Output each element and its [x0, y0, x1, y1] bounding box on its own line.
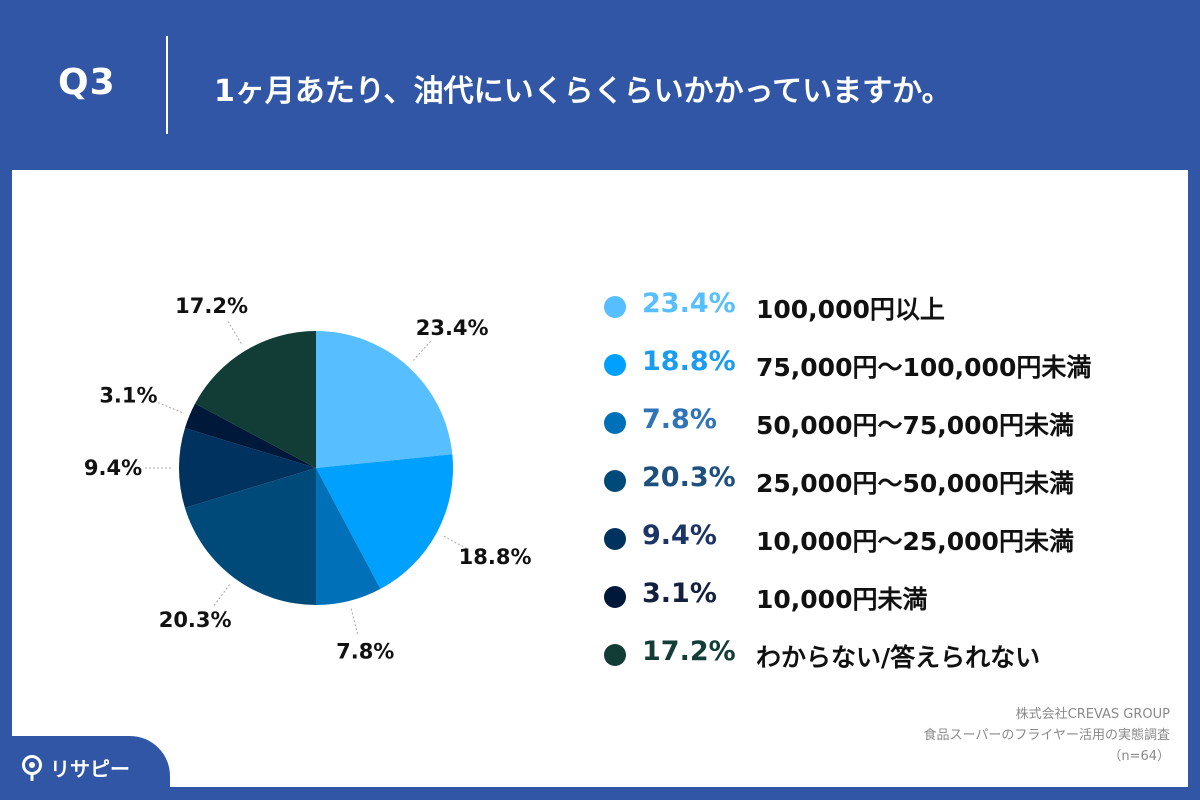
- question-number: Q3: [58, 62, 116, 103]
- pie-slice: [316, 468, 381, 605]
- pie-slice: [316, 331, 453, 468]
- header-bar: Q3 1ヶ月あたり、油代にいくらくらいかかっていますか。: [0, 0, 1200, 170]
- legend-label: 75,000円〜100,000円未満: [756, 353, 1092, 382]
- legend-label: 10,000円未満: [756, 585, 928, 614]
- pie-slice: [184, 403, 316, 468]
- chart-card: 23.4% 18.8% 7.8% 20.3% 9.4% 3.1% 17.2% 23.4% 1…: [12, 170, 1188, 787]
- legend-dot-icon: [604, 296, 626, 318]
- legend-percent: 17.2%: [642, 636, 736, 667]
- pie-value-label: 20.3%: [159, 608, 232, 632]
- legend-percent: 3.1%: [642, 578, 717, 609]
- pie-value-label: 18.8%: [459, 545, 532, 569]
- legend-percent: 20.3%: [642, 462, 736, 493]
- legend-label: 25,000円〜50,000円未満: [756, 469, 1074, 498]
- legend-dot-icon: [604, 412, 626, 434]
- pie-slice: [184, 468, 316, 605]
- source-company: 株式会社CREVAS GROUP: [1015, 707, 1170, 722]
- pie-value-label: 3.1%: [99, 384, 157, 408]
- pie-value-label: 23.4%: [416, 316, 489, 340]
- pie-value-label: 7.8%: [336, 639, 394, 663]
- legend-percent: 18.8%: [642, 346, 736, 377]
- legend-percent: 7.8%: [642, 404, 717, 435]
- pie-slice: [316, 454, 453, 589]
- legend-percent: 9.4%: [642, 520, 717, 551]
- pie-slice: [179, 428, 316, 508]
- legend-dot-icon: [604, 528, 626, 550]
- legend-percent: 23.4%: [642, 288, 736, 319]
- pie-leader-line: [227, 321, 242, 344]
- legend-dot-icon: [604, 470, 626, 492]
- pie-value-label: 9.4%: [84, 456, 142, 480]
- legend-label: 50,000円〜75,000円未満: [756, 411, 1074, 440]
- legend-dot-icon: [604, 586, 626, 608]
- legend-label: 10,000円〜25,000円未満: [756, 527, 1074, 556]
- source-note: 株式会社CREVAS GROUP 食品スーパーのフライヤー活用の実態調査 （n=…: [924, 704, 1170, 767]
- pie-leader-line: [443, 535, 468, 549]
- legend-dot-icon: [604, 644, 626, 666]
- logo-text: リサピー: [50, 757, 130, 781]
- pie-leader-line: [350, 608, 358, 635]
- legend-label: 100,000円以上: [756, 295, 945, 324]
- legend-label: わからない/答えられない: [756, 643, 1041, 672]
- logo-tab: リサピー: [0, 736, 170, 800]
- pie-slice: [195, 331, 316, 468]
- pie-leader-line: [213, 584, 231, 606]
- header-divider: [166, 36, 168, 134]
- legend-dot-icon: [604, 354, 626, 376]
- source-survey: 食品スーパーのフライヤー活用の実態調査: [923, 728, 1170, 743]
- logo-pin-icon: [22, 755, 42, 781]
- question-title: 1ヶ月あたり、油代にいくらくらいかかっていますか。: [214, 74, 952, 109]
- pie-chart: 23.4% 18.8% 7.8% 20.3% 9.4% 3.1% 17.2%: [84, 294, 532, 663]
- pie-value-label: 17.2%: [175, 294, 248, 318]
- pie-leader-line: [157, 402, 183, 413]
- source-sample: （n=64）: [1108, 749, 1170, 764]
- pie-leader-line: [412, 340, 432, 361]
